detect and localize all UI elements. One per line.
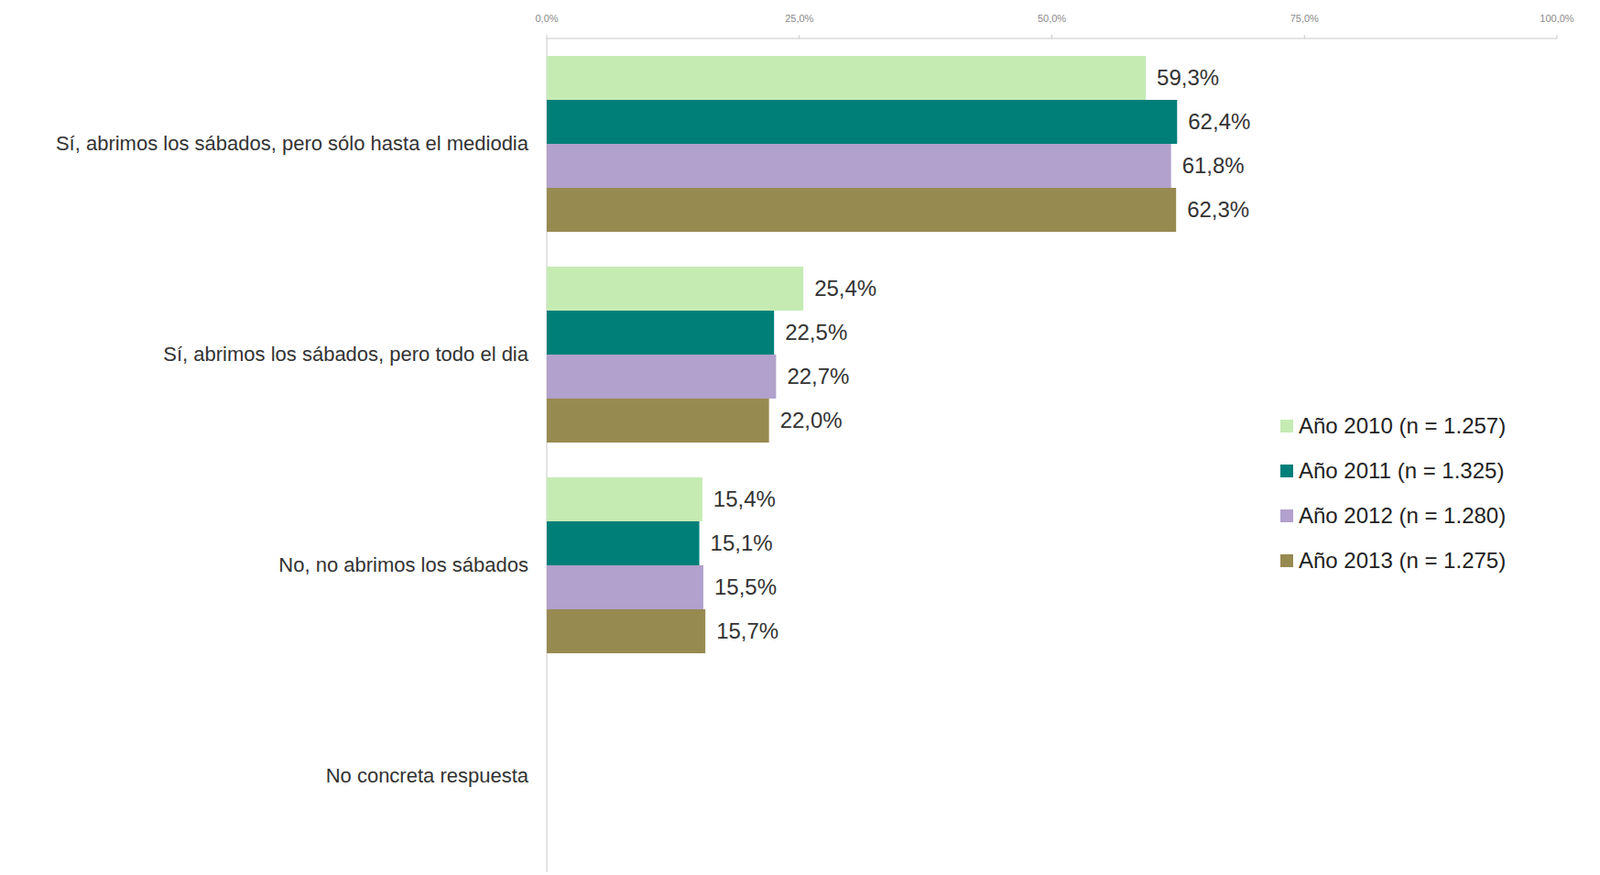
bar [546,266,804,311]
legend-label: Año 2012 (n = 1.280) [1298,502,1506,528]
x-tick-label: 100,0% [1539,12,1575,24]
legend-label: Año 2011 (n = 1.325) [1298,457,1504,483]
bar [546,99,1177,144]
data-label: 15,1% [710,530,773,556]
data-label: 22,5% [784,319,848,345]
data-label: 22,0% [780,407,843,433]
data-label: 61,8% [1182,152,1245,178]
legend: Año 2010 (n = 1.257) Año 2011 (n = 1.325)… [1280,413,1506,573]
bars [546,55,1177,654]
data-label: 15,4% [713,486,776,512]
category-label: No concreta respuesta [326,763,530,787]
data-label: 62,4% [1187,108,1251,134]
chart: 0,0% 25,0% 50,0% 75,0% 100,0% 59,3% 25,4% 15,4%… [0,0,1600,875]
data-label: 15,7% [716,618,779,643]
x-tick [1304,34,1306,39]
bar [546,354,776,399]
legend-swatch [1280,419,1294,433]
bar [546,398,770,443]
category-label: No, no abrimos los sábados [278,553,529,577]
category-label: Sí, abrimos los sábados, pero sólo hasta… [55,131,530,155]
bar [546,609,706,654]
data-label: 15,5% [714,574,777,599]
bar [546,521,700,566]
legend-label: Año 2013 (n = 1.275) [1298,547,1506,573]
data-label: 59,3% [1156,65,1220,90]
bar [546,565,704,610]
legend-swatch [1280,509,1294,523]
bar [546,55,1146,100]
x-tick [546,34,548,39]
x-tick [1051,34,1053,39]
x-tick-label: 25,0% [784,12,814,24]
x-tick-label: 75,0% [1290,12,1319,24]
data-labels: 59,3% 25,4% 15,4% 62,4% 22,5% 15,1% 61,8% 22,7%… [710,65,1252,643]
x-tick-label: 0,0% [534,12,558,24]
bar [546,187,1176,232]
data-label: 25,4% [814,275,877,301]
bar [546,477,703,522]
bar [546,310,774,355]
x-tick-label: 50,0% [1037,12,1067,24]
x-tick [1556,34,1558,39]
data-label: 22,7% [786,363,849,389]
x-tick [798,34,800,39]
category-label: Sí, abrimos los sábados, pero todo el di… [163,342,529,366]
legend-label: Año 2010 (n = 1.257) [1298,413,1506,438]
bar [546,143,1172,188]
legend-swatch [1280,464,1294,478]
data-label: 62,3% [1186,196,1250,222]
legend-swatch [1280,554,1294,567]
